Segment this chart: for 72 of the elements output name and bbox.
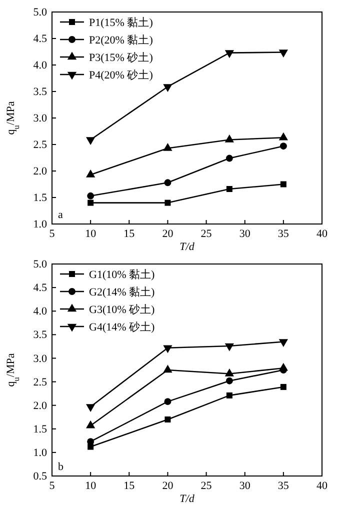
legend-label: G4(14% 砂土) xyxy=(89,320,156,334)
y-tick-label: 2.0 xyxy=(33,400,48,412)
x-tick-label: 10 xyxy=(85,228,97,240)
y-tick-label: 4.5 xyxy=(33,33,48,46)
legend-label: P3(15% 砂土) xyxy=(89,51,154,64)
point xyxy=(224,343,234,352)
point xyxy=(88,444,94,450)
y-tick-label: 0.5 xyxy=(33,470,48,483)
y-tick-label: 4.5 xyxy=(33,282,48,294)
legend-label: P2(20% 黏土) xyxy=(89,34,154,46)
point xyxy=(226,392,232,398)
y-tick-label: 5.0 xyxy=(33,258,48,271)
point xyxy=(86,420,96,428)
y-tick-label: 1.0 xyxy=(33,446,48,459)
y-tick-label: 5.0 xyxy=(33,6,48,19)
x-axis-title: T/d xyxy=(180,241,195,253)
point xyxy=(164,398,172,406)
y-tick-label: 3.5 xyxy=(33,86,48,98)
point xyxy=(226,154,233,162)
point xyxy=(226,377,233,384)
x-tick-label: 10 xyxy=(85,480,97,492)
y-tick-label: 3.0 xyxy=(33,352,48,365)
x-tick-label: 20 xyxy=(162,480,174,492)
x-tick-label: 30 xyxy=(239,228,251,240)
legend-label: G1(10% 黏土) xyxy=(89,268,156,281)
y-tick-label: 2.5 xyxy=(33,139,48,152)
point xyxy=(163,364,172,373)
point xyxy=(226,186,232,192)
legend-label: G3(10% 砂土) xyxy=(89,303,156,316)
legend-label: G2(14% 黏土) xyxy=(89,286,156,298)
point xyxy=(163,84,172,92)
point xyxy=(224,50,234,58)
y-tick-label: 2.5 xyxy=(33,376,48,388)
x-tick-label: 5 xyxy=(49,480,56,492)
legend-label: P1(15% 黏土) xyxy=(89,16,154,29)
x-tick-label: 35 xyxy=(278,480,290,492)
point xyxy=(224,368,234,376)
point xyxy=(280,384,286,390)
point xyxy=(86,137,96,145)
point xyxy=(280,142,287,150)
x-tick-label: 20 xyxy=(162,228,174,240)
point xyxy=(164,200,171,206)
x-tick-label: 25 xyxy=(200,228,212,240)
x-tick-label: 35 xyxy=(278,228,290,240)
point xyxy=(87,192,94,200)
y-tick-label: 1.5 xyxy=(33,192,48,204)
y-tick-label: 4.0 xyxy=(33,306,48,318)
point xyxy=(164,179,172,186)
x-tick-label: 15 xyxy=(124,480,136,492)
annotation: a xyxy=(58,209,63,221)
y-tick-label: 4.0 xyxy=(33,60,48,72)
point xyxy=(278,339,288,347)
y-tick-label: 3.0 xyxy=(33,112,48,125)
y-tick-label: 1.5 xyxy=(33,423,48,436)
legend-label: P4(20% 砂土) xyxy=(89,68,154,82)
y-tick-label: 2.0 xyxy=(33,166,48,178)
annotation: b xyxy=(58,461,64,473)
point xyxy=(163,345,172,354)
point xyxy=(278,50,288,58)
y-tick-label: 1.0 xyxy=(33,218,48,231)
x-tick-label: 5 xyxy=(49,228,56,240)
x-tick-label: 40 xyxy=(316,228,328,240)
x-tick-label: 40 xyxy=(316,480,328,492)
point xyxy=(164,416,171,422)
point xyxy=(280,366,287,374)
x-tick-label: 30 xyxy=(239,480,251,492)
point xyxy=(280,181,286,188)
x-axis-title: T/d xyxy=(180,493,195,505)
y-tick-label: 3.5 xyxy=(33,329,48,342)
point xyxy=(88,200,94,206)
x-tick-label: 25 xyxy=(200,480,212,492)
x-tick-label: 15 xyxy=(124,228,136,240)
